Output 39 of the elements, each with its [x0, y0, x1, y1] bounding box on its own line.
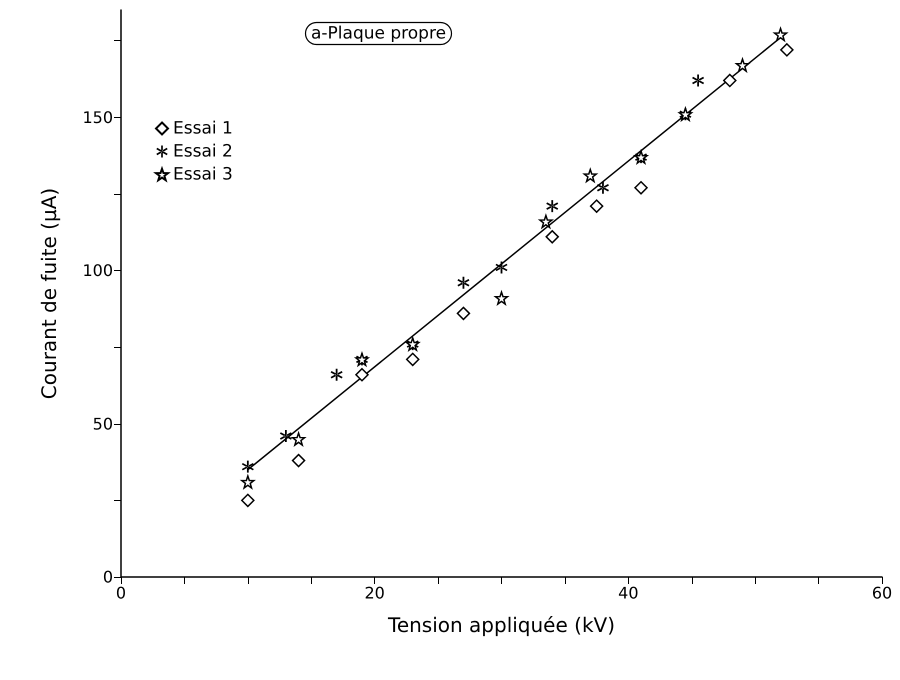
- legend-label: Essai 3: [173, 164, 233, 184]
- point: [241, 475, 255, 489]
- point: [496, 261, 508, 274]
- legend-label: Essai 2: [173, 142, 233, 162]
- point: [280, 430, 292, 442]
- y-tick-label: 0: [102, 568, 113, 586]
- x-tick-label: 60: [872, 584, 892, 602]
- text: a-Plaque propre: [311, 24, 446, 44]
- point: [406, 352, 420, 366]
- y-tick-label: 150: [82, 108, 113, 127]
- y-tick-label: 50: [92, 414, 113, 434]
- x-axis-title: Tension appliquée (kV): [386, 613, 616, 637]
- point: [457, 276, 470, 289]
- point: [545, 230, 559, 244]
- point: [692, 74, 704, 86]
- x-tick-label: 0: [116, 584, 126, 602]
- point: [292, 454, 306, 468]
- point: [590, 199, 604, 213]
- y-axis-title: Courant de fuite (µA): [37, 188, 61, 400]
- point: [355, 368, 369, 382]
- point: [780, 43, 794, 57]
- y-tick-label: 100: [82, 261, 113, 280]
- x-tick-label: 20: [364, 584, 385, 602]
- point: [241, 494, 255, 508]
- point: [456, 306, 470, 320]
- point: [539, 214, 553, 228]
- point: [292, 432, 306, 446]
- point: [546, 200, 558, 212]
- legend-label: Essai 1: [173, 118, 233, 138]
- point: [723, 74, 737, 88]
- point: [596, 182, 609, 194]
- point: [494, 291, 508, 305]
- point: [736, 58, 750, 72]
- point: [584, 168, 598, 182]
- point: [242, 460, 254, 473]
- point: [330, 368, 343, 381]
- x-tick-label: 40: [618, 584, 639, 602]
- point: [774, 28, 788, 42]
- point: [634, 181, 648, 195]
